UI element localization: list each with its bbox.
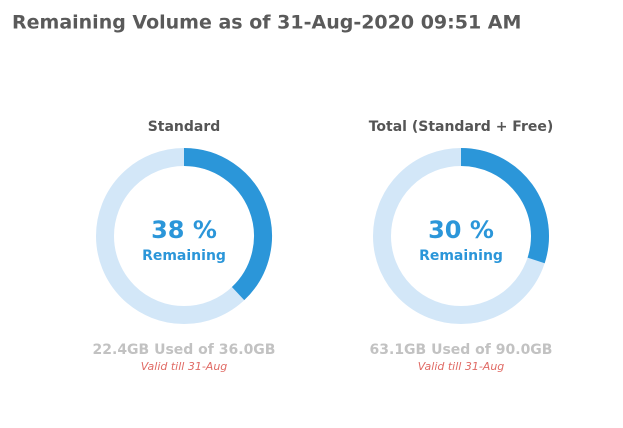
gauge-arc — [460, 148, 549, 264]
gauge-title: Standard — [148, 119, 221, 135]
gauge-value: 30 % — [428, 216, 494, 244]
gauge-label: Remaining — [419, 248, 503, 264]
validity-note: Valid till 31-Aug — [418, 360, 505, 373]
page-title: Remaining Volume as of 31-Aug-2020 09:51… — [12, 12, 521, 34]
usage-text: 22.4GB Used of 36.0GB — [93, 342, 276, 358]
gauge-arc — [183, 148, 272, 301]
gauge-label: Remaining — [142, 248, 226, 264]
gauge-value: 38 % — [151, 216, 217, 244]
gauge-title: Total (Standard + Free) — [369, 119, 554, 135]
usage-text: 63.1GB Used of 90.0GB — [370, 342, 553, 358]
validity-note: Valid till 31-Aug — [141, 360, 228, 373]
